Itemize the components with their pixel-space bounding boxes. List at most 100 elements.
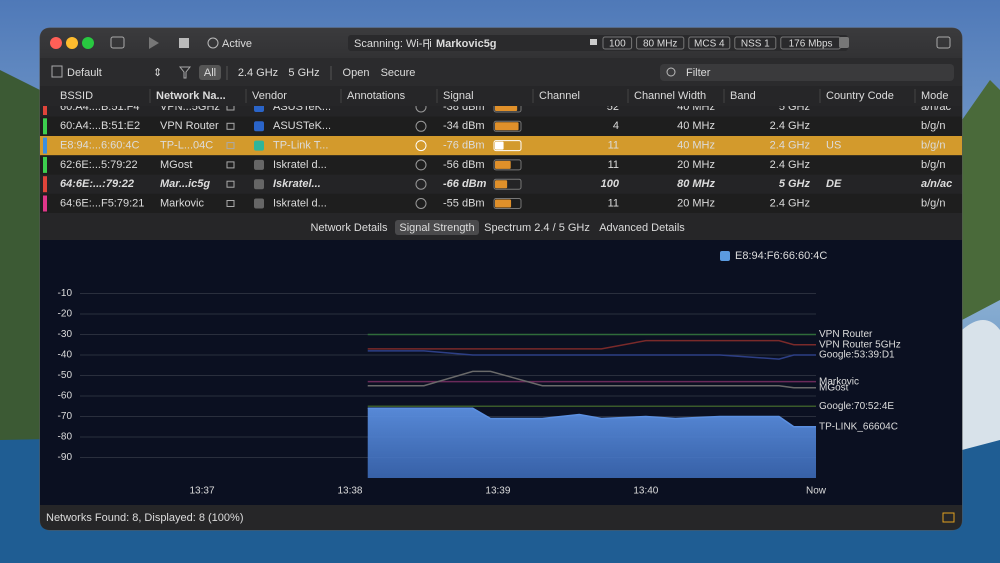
column-header[interactable]: Country Code <box>826 90 894 102</box>
network-name: Markovic5g <box>436 38 497 50</box>
filter-button[interactable]: All <box>204 67 216 79</box>
filter-button[interactable]: 2.4 GHz <box>238 67 278 79</box>
column-header[interactable]: Signal <box>443 90 474 102</box>
cell-width: 40 MHz <box>677 140 715 152</box>
column-header[interactable]: Annotations <box>347 90 406 102</box>
cell-bssid: E8:94:...6:60:4C <box>60 140 140 152</box>
vendor-icon <box>254 140 264 151</box>
signal-bar <box>495 106 518 111</box>
tab-selected <box>395 220 479 235</box>
cell-band: 2.4 GHz <box>770 159 810 171</box>
table-body: 60:A4:...B:51:F4 VPN...5GHz ASUSTeK... 52 40… <box>40 97 962 213</box>
play-button[interactable] <box>149 37 159 49</box>
select-arrows: ⇕ <box>153 67 162 79</box>
status-bar <box>40 505 962 530</box>
cell-country: US <box>826 140 841 152</box>
column-header[interactable]: Band <box>730 90 756 102</box>
cell-channel: 4 <box>613 120 619 132</box>
column-header[interactable]: BSSID <box>60 90 93 102</box>
y-tick-label: -10 <box>58 288 73 299</box>
cell-band: 2.4 GHz <box>770 120 810 132</box>
signal-bar <box>495 141 504 150</box>
cell-mode: b/g/n <box>921 140 945 152</box>
column-header[interactable]: Mode <box>921 90 949 102</box>
series-area <box>367 408 816 478</box>
cell-vendor: Iskratel d... <box>273 159 327 171</box>
lock-icon <box>226 180 235 188</box>
row-tag <box>43 156 47 173</box>
info-icon[interactable] <box>839 37 849 48</box>
cell-vendor: ASUSTeK... <box>273 120 331 132</box>
filter-button[interactable]: Secure <box>381 67 416 79</box>
profile-select[interactable]: Default <box>67 67 102 79</box>
column-header[interactable]: Channel <box>539 90 580 102</box>
badge: 100 <box>609 39 626 50</box>
console-button[interactable] <box>942 512 955 523</box>
tab[interactable]: Spectrum 2.4 / 5 GHz <box>484 222 590 234</box>
cell-band: 5 GHz <box>779 101 810 113</box>
column-header[interactable]: Channel Width <box>634 90 706 102</box>
series-line <box>367 407 816 428</box>
badge: 80 MHz <box>643 39 677 50</box>
cell-bssid: 60:A4:...B:51:F4 <box>60 101 140 113</box>
table-row[interactable] <box>40 97 962 117</box>
cell-name: MGost <box>160 159 192 171</box>
cell-channel: 11 <box>608 140 619 152</box>
signal-bar <box>495 122 519 131</box>
inspector-button[interactable] <box>936 36 951 49</box>
signal-bar <box>495 199 512 208</box>
cell-channel: 100 <box>601 178 620 190</box>
row-tag <box>43 137 47 154</box>
series-line <box>367 350 816 360</box>
x-tick-label: 13:38 <box>337 486 362 497</box>
y-tick-label: -50 <box>58 370 73 381</box>
cell-mode: a/n/ac <box>921 178 952 190</box>
x-tick-label: 13:40 <box>633 486 658 497</box>
lock-icon <box>226 122 235 130</box>
cell-vendor: Iskratel d... <box>273 197 327 209</box>
tab[interactable]: Advanced Details <box>599 222 685 234</box>
sidebar-button[interactable] <box>110 36 125 49</box>
cell-name: Mar...ic5g <box>160 178 210 190</box>
cell-channel: 11 <box>608 159 619 171</box>
annotation-icon <box>415 198 427 209</box>
legend-label: Google:53:39:D1 <box>819 350 895 361</box>
filter-button[interactable]: Open <box>343 67 370 79</box>
cell-bssid: 64:6E:...F5:79:21 <box>60 197 144 209</box>
search-placeholder: Filter <box>686 67 711 79</box>
search-icon <box>666 67 676 77</box>
badge-box <box>688 36 731 50</box>
search-field[interactable] <box>660 64 954 81</box>
zoom-button[interactable] <box>82 37 94 49</box>
x-tick-label: 13:39 <box>485 486 510 497</box>
cell-mode: b/g/n <box>921 197 945 209</box>
series-line <box>367 339 816 350</box>
lock-icon <box>226 161 235 169</box>
vendor-icon <box>254 198 264 209</box>
wallpaper-cloud <box>962 320 1000 450</box>
filter-button[interactable]: 5 GHz <box>288 67 319 79</box>
tab[interactable]: Signal Strength <box>399 222 474 234</box>
status-text: Active <box>222 38 252 50</box>
column-header[interactable]: Network Na... <box>156 90 226 102</box>
annotation-icon <box>415 120 427 132</box>
cell-vendor: TP-Link T... <box>273 140 328 152</box>
column-header[interactable]: Vendor <box>252 90 287 102</box>
signal-track <box>493 140 522 152</box>
minimize-button[interactable] <box>66 37 78 49</box>
signal-track <box>493 198 522 209</box>
stop-button[interactable] <box>179 38 189 48</box>
legend-label: VPN Router 5GHz <box>819 339 901 350</box>
cell-width: 20 MHz <box>677 159 715 171</box>
legend-label: Google:70:52:4E <box>819 401 894 412</box>
filter-selected <box>199 65 221 80</box>
cell-name: Markovic <box>160 197 205 209</box>
row-tag <box>43 118 47 135</box>
signal-track <box>493 159 522 171</box>
tab[interactable]: Network Details <box>310 222 388 234</box>
close-button[interactable] <box>50 37 62 49</box>
cell-bssid: 64:6E:...:79:22 <box>60 178 134 190</box>
cell-mode: b/g/n <box>921 159 945 171</box>
cell-channel: 52 <box>607 101 619 113</box>
